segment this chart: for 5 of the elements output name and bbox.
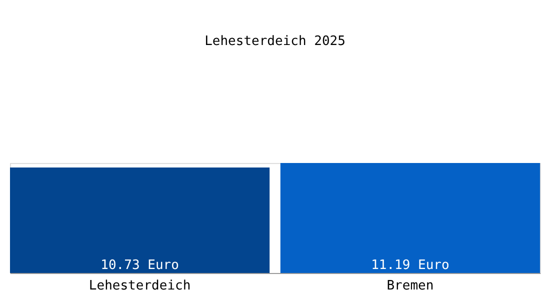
x-tick-label: Bremen: [386, 278, 434, 294]
chart-title: Lehesterdeich 2025: [204, 34, 346, 49]
data-label: 11.19 Euro: [371, 258, 450, 273]
data-label: 10.73 Euro: [100, 258, 179, 273]
x-tick-label: Lehesterdeich: [88, 278, 191, 294]
